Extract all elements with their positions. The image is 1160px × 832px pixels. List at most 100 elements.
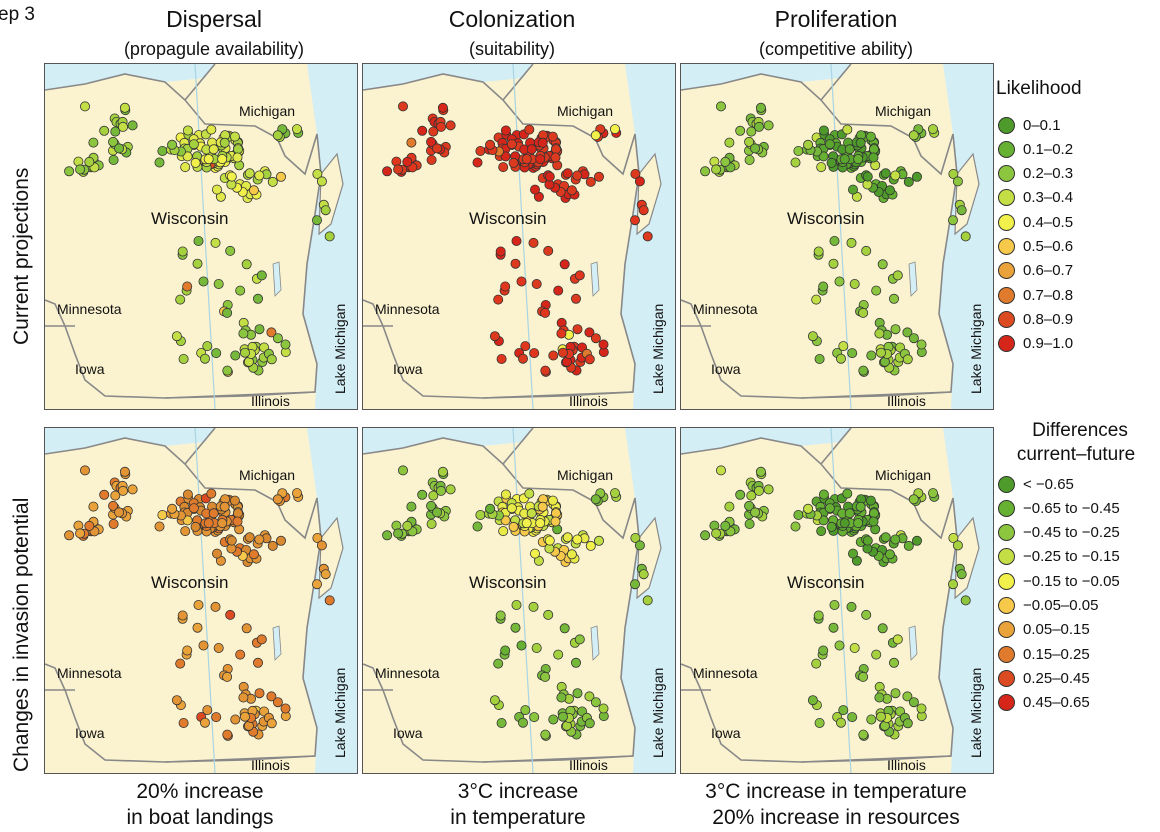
- lake-site-point: [291, 124, 302, 135]
- lake-site-point: [88, 137, 99, 148]
- map-label-iowa: Iowa: [75, 361, 105, 377]
- lake-site-point: [241, 623, 252, 634]
- map-label-illinois: Illinois: [887, 393, 926, 409]
- lake-site-point: [829, 235, 840, 246]
- lake-site-point: [828, 258, 839, 269]
- lake-site-point: [947, 579, 958, 590]
- lake-site-point: [393, 528, 404, 539]
- lake-site-point: [495, 246, 506, 257]
- lake-site-point: [903, 176, 914, 187]
- lake-site-point: [952, 176, 963, 187]
- lake-site-point: [868, 152, 879, 163]
- lake-site-point: [570, 657, 581, 668]
- map-label-lake-michigan: Lake Michigan: [332, 304, 348, 394]
- lake-site-point: [744, 500, 755, 511]
- legend-item: −0.05–0.05: [998, 595, 1099, 617]
- lake-site-point: [402, 520, 413, 531]
- map-label-wisconsin: Wisconsin: [469, 209, 546, 228]
- lake-site-point: [489, 331, 500, 342]
- map-label-iowa: Iowa: [393, 725, 423, 741]
- lake-site-point: [629, 215, 640, 226]
- lake-site-point: [908, 130, 919, 141]
- lake-site-point: [193, 235, 204, 246]
- lake-site-point: [177, 246, 188, 257]
- lake-site-point: [202, 705, 213, 716]
- legend-item: −0.15 to −0.05: [998, 570, 1120, 592]
- map-colonization-change: Michigan Wisconsin Minnesota Iowa Illinois La…: [363, 428, 675, 773]
- lake-site-point: [248, 185, 259, 196]
- lake-site-point: [948, 533, 959, 544]
- lake-site-point: [584, 691, 595, 702]
- lake-site-point: [208, 508, 219, 519]
- lake-site-point: [198, 640, 209, 651]
- lake-site-point: [877, 259, 888, 270]
- lake-site-point: [790, 521, 801, 532]
- lake-site-point: [64, 530, 75, 541]
- lake-site-point: [252, 293, 263, 304]
- lake-site-point: [754, 121, 765, 132]
- lake-site-point: [559, 623, 570, 634]
- lake-site-point: [254, 170, 265, 181]
- legend-differences-title-line1: Differences: [1032, 420, 1128, 441]
- lake-site-point: [540, 307, 551, 318]
- column-subtitle-dispersal: (propagule availability): [123, 39, 305, 59]
- lake-site-point: [180, 526, 191, 537]
- lake-site-point: [238, 328, 249, 339]
- lake-site-point: [508, 521, 519, 532]
- lake-site-point: [267, 176, 278, 187]
- legend-item: < −0.65: [998, 473, 1074, 495]
- lake-site-point: [868, 144, 879, 155]
- lake-site-point: [99, 125, 110, 136]
- lake-site-point: [500, 281, 511, 292]
- lake-site-point: [485, 503, 496, 514]
- lake-site-point: [311, 215, 322, 226]
- map-label-illinois: Illinois: [569, 393, 608, 409]
- map-label-minnesota: Minnesota: [693, 301, 758, 317]
- lake-site-point: [847, 548, 858, 559]
- row-label-changes: Changes in invasion potential: [10, 497, 33, 772]
- legend-swatch: [998, 116, 1015, 134]
- legend-label: < −0.65: [1023, 475, 1074, 493]
- lake-site-point: [844, 144, 855, 155]
- column-title-dispersal: Dispersal: [166, 6, 262, 32]
- legend-label: 0–0.1: [1023, 116, 1061, 134]
- map-dispersal-current: Michigan Wisconsin Minnesota Iowa Illinois La…: [45, 64, 357, 409]
- lake-site-point: [426, 500, 437, 511]
- lake-site-point: [436, 121, 447, 132]
- lake-site-point: [114, 507, 125, 518]
- lake-site-point: [839, 154, 850, 165]
- lake-site-point: [528, 237, 539, 248]
- lake-site-point: [826, 157, 837, 168]
- lake-site-point: [711, 164, 722, 175]
- lake-site-point: [861, 245, 872, 256]
- map-label-minnesota: Minnesota: [57, 301, 122, 317]
- legend-swatch: [998, 669, 1015, 687]
- lake-site-point: [229, 131, 240, 142]
- lake-site-point: [916, 703, 927, 714]
- map-label-wisconsin: Wisconsin: [787, 573, 864, 592]
- lake-site-point: [529, 184, 540, 195]
- lake-site-point: [818, 489, 829, 500]
- lake-site-point: [858, 307, 869, 318]
- lake-site-point: [182, 515, 193, 526]
- lake-site-point: [634, 176, 645, 187]
- legend-swatch: [998, 165, 1015, 183]
- lake-site-point: [210, 237, 221, 248]
- lake-site-point: [550, 508, 561, 519]
- lake-site-point: [902, 691, 913, 702]
- lake-site-point: [177, 610, 188, 621]
- lake-site-point: [517, 353, 528, 364]
- legend-differences-title-line2: current–future: [1016, 444, 1136, 465]
- lake-site-point: [875, 347, 886, 358]
- lake-site-point: [222, 671, 233, 682]
- lake-site-point: [537, 501, 548, 512]
- lake-site-point: [548, 714, 559, 725]
- lake-site-point: [229, 495, 240, 506]
- lake-site-point: [199, 353, 210, 364]
- lake-site-point: [535, 518, 546, 529]
- lake-site-point: [489, 695, 500, 706]
- lake-site-point: [238, 692, 249, 703]
- lake-site-point: [828, 622, 839, 633]
- lake-site-point: [892, 634, 903, 645]
- legend-label: −0.45 to −0.25: [1023, 524, 1120, 542]
